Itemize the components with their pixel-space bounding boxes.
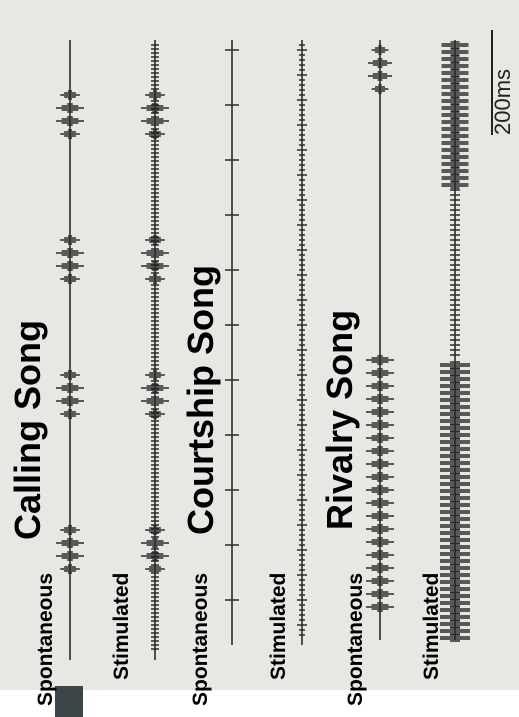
corner-photo [55, 686, 83, 717]
scale-label: 200ms [490, 69, 515, 135]
panel-title: Calling Song [7, 320, 48, 540]
trace-label: Spontaneous [344, 573, 367, 706]
trace-label: Spontaneous [34, 573, 57, 706]
traces [56, 40, 470, 660]
trace-label: Stimulated [110, 573, 133, 680]
panel-title: Rivalry Song [319, 310, 360, 530]
trace-label: Spontaneous [189, 573, 212, 706]
trace-label: Stimulated [267, 573, 290, 680]
bottom-margin [0, 690, 519, 717]
oscillogram [56, 40, 470, 660]
panel-title: Courtship Song [180, 265, 221, 535]
trace-label: Stimulated [420, 573, 443, 680]
